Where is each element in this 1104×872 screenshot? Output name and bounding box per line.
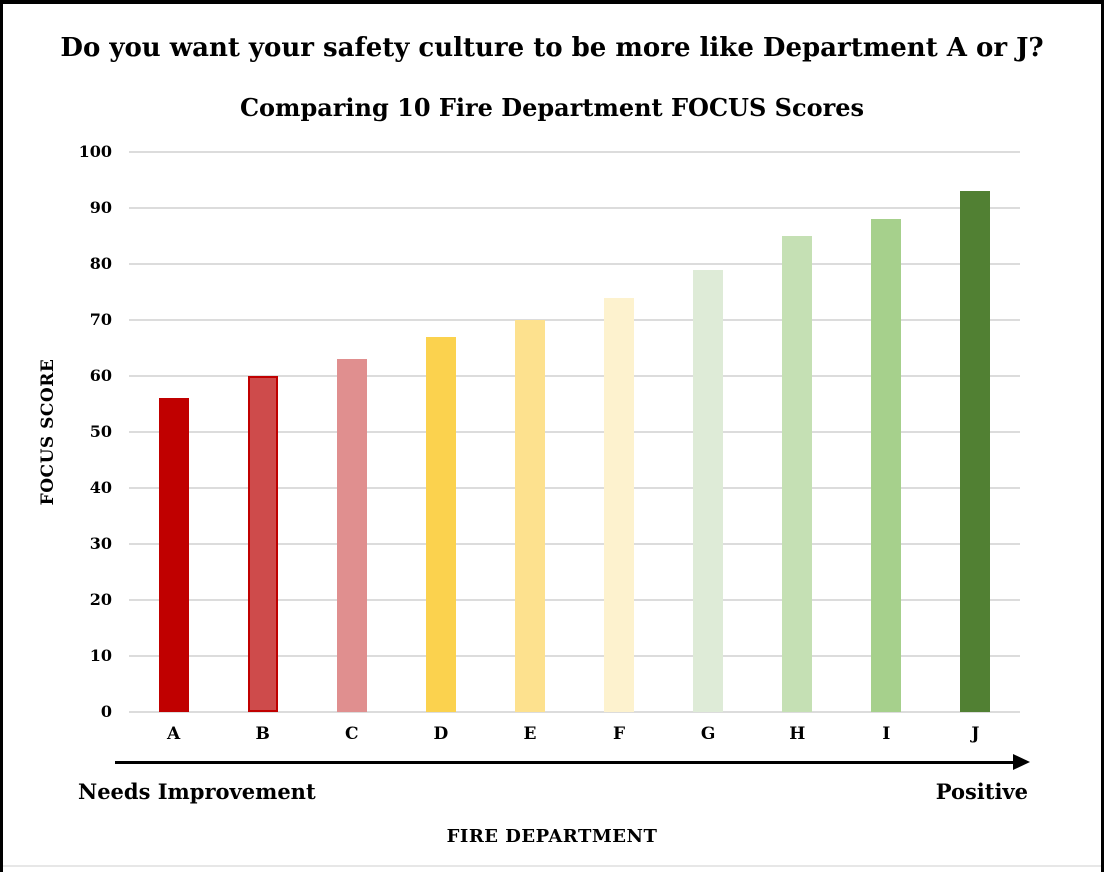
plot-area bbox=[129, 151, 1020, 713]
y-tick-label-30: 30 bbox=[89, 534, 112, 553]
frame-border-left bbox=[0, 0, 3, 872]
gridline-y0 bbox=[129, 711, 1020, 713]
bar-F bbox=[604, 297, 635, 712]
x-tick-label-I: I bbox=[882, 724, 891, 744]
y-tick-label-40: 40 bbox=[89, 478, 112, 497]
y-tick-label-100: 100 bbox=[78, 142, 112, 161]
bar-A bbox=[158, 398, 189, 712]
gridline-y40 bbox=[129, 487, 1020, 489]
gridline-y100 bbox=[129, 151, 1020, 153]
y-tick-label-10: 10 bbox=[89, 646, 112, 665]
x-axis-arrowhead-icon bbox=[1013, 754, 1030, 770]
chart-title: Comparing 10 Fire Department FOCUS Score… bbox=[239, 93, 865, 122]
question-title: Do you want your safety culture to be mo… bbox=[60, 33, 1044, 63]
gridline-y20 bbox=[129, 599, 1020, 601]
y-tick-label-60: 60 bbox=[89, 366, 112, 385]
bar-B bbox=[247, 376, 278, 712]
gridline-y10 bbox=[129, 655, 1020, 657]
frame-border-right bbox=[1101, 0, 1104, 872]
y-tick-label-0: 0 bbox=[100, 702, 112, 721]
bar-C bbox=[336, 359, 367, 712]
bar-J bbox=[960, 191, 991, 712]
x-tick-label-C: C bbox=[344, 724, 359, 744]
x-tick-label-D: D bbox=[433, 724, 449, 744]
axis-annotation-needs-improvement: Needs Improvement bbox=[78, 779, 316, 804]
x-axis-title: FIRE DEPARTMENT bbox=[446, 826, 658, 847]
x-tick-label-B: B bbox=[255, 724, 270, 744]
x-tick-label-E: E bbox=[523, 724, 537, 744]
bar-I bbox=[871, 219, 902, 712]
gridline-y50 bbox=[129, 431, 1020, 433]
y-tick-label-20: 20 bbox=[89, 590, 112, 609]
gridline-y30 bbox=[129, 543, 1020, 545]
gridline-y70 bbox=[129, 319, 1020, 321]
gridline-y90 bbox=[129, 207, 1020, 209]
y-tick-label-50: 50 bbox=[89, 422, 112, 441]
gridline-y60 bbox=[129, 375, 1020, 377]
y-tick-label-90: 90 bbox=[89, 198, 112, 217]
x-tick-label-H: H bbox=[789, 724, 806, 744]
x-tick-label-J: J bbox=[971, 724, 980, 744]
bar-H bbox=[782, 236, 813, 712]
x-axis-arrow-line bbox=[115, 761, 1015, 764]
y-tick-label-70: 70 bbox=[89, 310, 112, 329]
gridline-y80 bbox=[129, 263, 1020, 265]
x-tick-label-F: F bbox=[613, 724, 626, 744]
y-tick-label-80: 80 bbox=[89, 254, 112, 273]
frame-border-top bbox=[0, 0, 1104, 4]
bar-E bbox=[514, 320, 545, 712]
bar-D bbox=[425, 336, 456, 712]
x-tick-label-A: A bbox=[166, 724, 181, 744]
bottom-divider bbox=[3, 865, 1101, 867]
bar-G bbox=[693, 269, 724, 712]
axis-annotation-positive: Positive bbox=[935, 779, 1028, 804]
x-tick-label-G: G bbox=[700, 724, 716, 744]
